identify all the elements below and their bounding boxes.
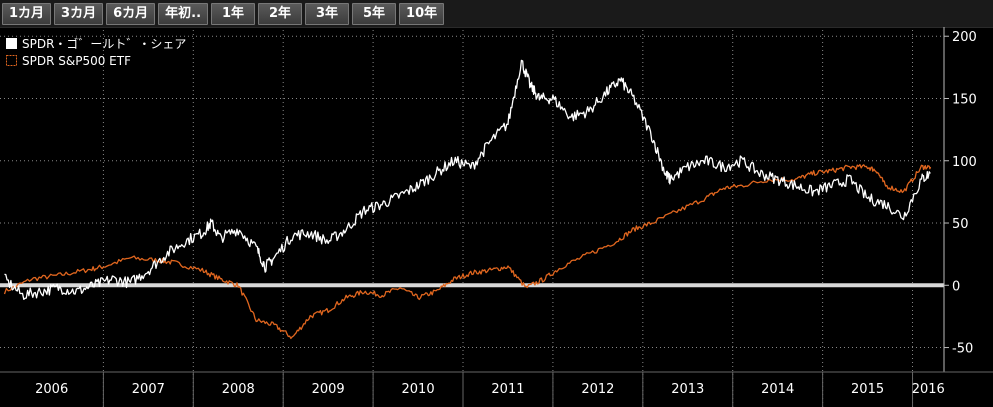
series-line-gold: [4, 59, 931, 301]
x-axis: 2006 2007 2008 2009 2010 2011 2012 2013 2014 2015…: [0, 371, 993, 407]
xtick-label: 2013: [671, 382, 704, 397]
legend-label-spy: SPDR S&P500 ETF: [22, 54, 131, 68]
legend: SPDR・ゴ゛ールト゛・シェア SPDR S&P500 ETF: [6, 36, 186, 68]
y-axis: -50 0 50 100 150 200: [943, 27, 977, 372]
series-line-spy: [3, 163, 932, 340]
tab-5-years[interactable]: 5年: [352, 3, 397, 25]
ytick-label: 200: [952, 30, 977, 45]
xtick-label: 2016: [912, 382, 945, 397]
tab-3-months[interactable]: 3カ月: [54, 3, 104, 25]
xtick-label: 2008: [222, 382, 255, 397]
legend-label-gold: SPDR・ゴ゛ールト゛・シェア: [22, 36, 186, 51]
xtick-label: 2015: [851, 382, 884, 397]
xtick-label: 2012: [581, 382, 614, 397]
legend-swatch-spy: [6, 55, 17, 66]
period-tabs: 1カ月 3カ月 6カ月 年初.. 1年 2年 3年 5年 10年: [0, 0, 993, 28]
ytick-label: 0: [952, 279, 960, 294]
xtick-label: 2010: [402, 382, 435, 397]
xtick-label: 2011: [491, 382, 524, 397]
xtick-label: 2007: [132, 382, 165, 397]
ytick-label: -50: [952, 342, 973, 357]
tab-1-year[interactable]: 1年: [211, 3, 256, 25]
price-chart: -50 0 50 100 150 200 2006 2007 2008 2009 2010 2011…: [0, 27, 993, 407]
xtick-label: 2009: [312, 382, 345, 397]
ytick-label: 100: [952, 155, 977, 170]
series-layer: [3, 59, 932, 340]
tab-ytd[interactable]: 年初..: [158, 3, 209, 25]
tab-3-years[interactable]: 3年: [305, 3, 350, 25]
tab-10-years[interactable]: 10年: [399, 3, 445, 25]
xtick-label: 2014: [761, 382, 794, 397]
legend-swatch-gold: [6, 38, 17, 49]
ytick-label: 150: [952, 92, 977, 107]
ytick-label: 50: [952, 217, 969, 232]
xtick-label: 2006: [35, 382, 68, 397]
tab-1-month[interactable]: 1カ月: [2, 3, 52, 25]
grid-lines: [0, 30, 944, 407]
tab-2-years[interactable]: 2年: [258, 3, 303, 25]
tab-6-months[interactable]: 6カ月: [106, 3, 156, 25]
